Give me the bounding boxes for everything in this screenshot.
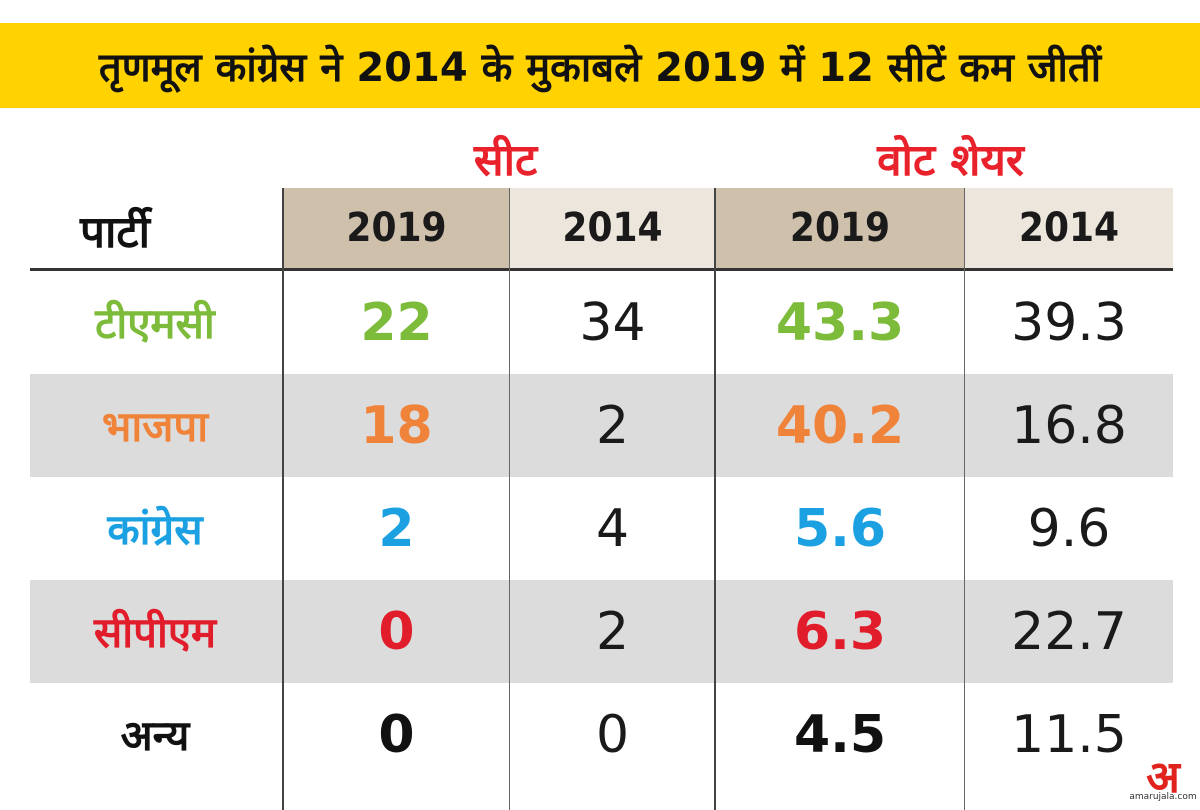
table-row: कांग्रेस 2 4 5.6 9.6	[0, 477, 1200, 580]
header-seats-2014: 2014	[510, 188, 715, 268]
divider-vote-mid	[964, 188, 965, 810]
party-name: अन्य	[120, 711, 190, 760]
row-background	[30, 374, 1173, 477]
divider-group	[714, 188, 716, 810]
header-seats-2019: 2019	[283, 188, 510, 268]
cell-vote-2019: 6.3	[793, 601, 887, 662]
cell-seats-2019: 18	[360, 395, 433, 456]
group-label-vote-share: वोट शेयर	[728, 128, 1173, 188]
chart-title: तृणमूल कांग्रेस ने 2014 के मुकाबले 2019 …	[98, 45, 1102, 91]
title-bar: तृणमूल कांग्रेस ने 2014 के मुकाबले 2019 …	[0, 23, 1200, 108]
party-column-header: पार्टी	[80, 207, 150, 258]
table-row: अन्य 0 0 4.5 11.5	[0, 683, 1200, 786]
cell-seats-2014: 2	[595, 395, 630, 456]
cell-seats-2019: 0	[378, 704, 415, 765]
header-vote-2014: 2014	[965, 188, 1173, 268]
group-label-seats-text: सीट	[473, 135, 538, 186]
cell-seats-2014: 4	[595, 498, 630, 559]
cell-seats-2014: 0	[595, 704, 630, 765]
header-vote-2019: 2019	[715, 188, 965, 268]
cell-vote-2019: 4.5	[793, 704, 887, 765]
cell-vote-2019: 5.6	[793, 498, 887, 559]
year-header-row: 2019 2014 2019 2014	[283, 188, 1173, 268]
cell-vote-2014: 22.7	[1011, 601, 1127, 662]
cell-vote-2014: 11.5	[1011, 704, 1127, 765]
table-row: सीपीएम 0 2 6.3 22.7	[0, 580, 1200, 683]
group-label-seats: सीट	[283, 128, 728, 188]
divider-party	[282, 188, 284, 810]
party-name: टीएमसी	[95, 299, 215, 348]
cell-vote-2019: 43.3	[775, 292, 905, 353]
cell-seats-2014: 2	[595, 601, 630, 662]
group-label-vote-share-text: वोट शेयर	[877, 135, 1024, 186]
divider-seats-mid	[509, 188, 510, 810]
row-background	[30, 580, 1173, 683]
table-row: टीएमसी 22 34 43.3 39.3	[0, 271, 1200, 374]
logo-site-text: amarujala.com	[1129, 792, 1197, 802]
cell-vote-2014: 16.8	[1011, 395, 1127, 456]
party-name: भाजपा	[101, 402, 209, 451]
cell-seats-2014: 34	[579, 292, 646, 353]
cell-vote-2014: 9.6	[1027, 498, 1111, 559]
cell-vote-2019: 40.2	[775, 395, 905, 456]
party-name: सीपीएम	[93, 608, 217, 657]
party-name: कांग्रेस	[107, 505, 203, 554]
header-divider	[30, 268, 1173, 271]
cell-seats-2019: 2	[378, 498, 415, 559]
amarujala-logo-icon: अ	[1146, 752, 1181, 803]
cell-seats-2019: 22	[360, 292, 433, 353]
cell-seats-2019: 0	[378, 601, 415, 662]
logo-glyph: अ	[1146, 752, 1181, 803]
table-row: भाजपा 18 2 40.2 16.8	[0, 374, 1200, 477]
cell-vote-2014: 39.3	[1011, 292, 1127, 353]
